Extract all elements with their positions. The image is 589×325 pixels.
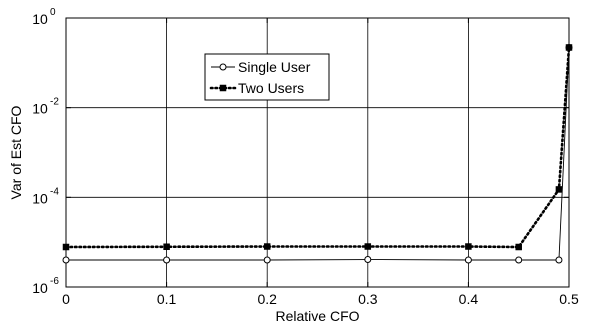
x-tick-label: 0.1 (157, 291, 177, 307)
y-tick-exponent: -2 (50, 97, 59, 108)
data-point (364, 256, 372, 264)
legend-entry: Two Users (209, 80, 304, 96)
data-point (555, 186, 563, 193)
series-line (66, 47, 570, 261)
legend-marker (219, 84, 227, 92)
x-tick-label: 0 (62, 291, 70, 307)
series-two-users (62, 44, 573, 251)
y-tick-label: 10 0 (32, 7, 56, 27)
legend-label: Two Users (238, 80, 304, 96)
x-tick-label: 0.2 (257, 291, 277, 307)
legend-marker (219, 63, 227, 71)
x-tick-label: 0.5 (559, 291, 579, 307)
data-point (515, 243, 522, 251)
data-point (263, 256, 271, 264)
data-point (163, 243, 170, 251)
data-point (465, 243, 472, 250)
y-tick-base: 10 (32, 190, 48, 206)
y-tick-base: 10 (32, 280, 48, 296)
data-point (555, 256, 563, 264)
y-tick-label: 10 -6 (32, 276, 59, 296)
data-point (263, 243, 271, 250)
data-point (163, 256, 171, 264)
legend: Single User Two Users (204, 53, 330, 101)
y-tick-label: 10 -4 (32, 186, 59, 206)
legend-box (204, 53, 330, 101)
y-axis-label: Var of Est CFO (8, 105, 24, 199)
data-point (464, 256, 472, 264)
x-axis-label: Relative CFO (275, 308, 359, 324)
legend-entry: Single User (211, 59, 311, 75)
data-point (515, 256, 523, 264)
y-tick-base: 10 (32, 11, 48, 27)
data-point (565, 44, 573, 51)
legend-label: Single User (238, 59, 311, 75)
x-tick-label: 0.4 (459, 291, 479, 307)
x-tick-label: 0.3 (358, 291, 378, 307)
axes-frame (65, 17, 570, 288)
y-tick-exponent: 0 (50, 7, 56, 18)
data-point (62, 256, 70, 264)
y-tick-label: 10 -2 (32, 97, 59, 117)
y-tick-exponent: -6 (50, 276, 59, 287)
series-line (64, 46, 571, 249)
y-tick-exponent: -4 (50, 186, 59, 197)
data-point (364, 243, 372, 250)
y-tick-base: 10 (32, 101, 48, 117)
data-point (62, 243, 70, 251)
